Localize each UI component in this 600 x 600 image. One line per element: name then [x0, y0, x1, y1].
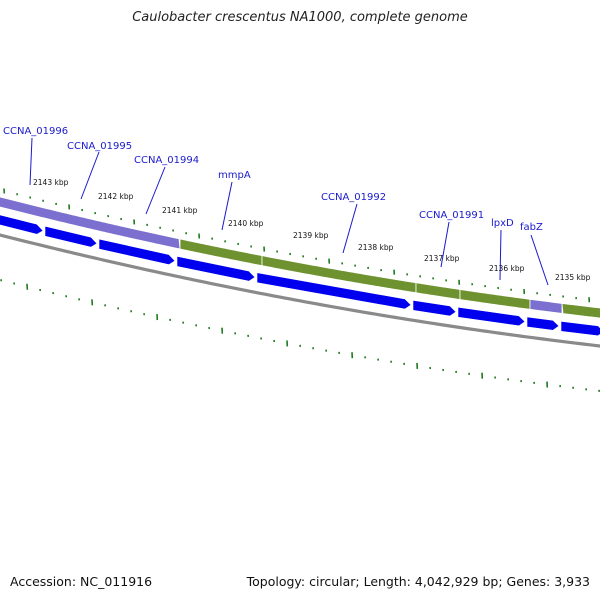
- kbp-label: 2140 kbp: [228, 219, 264, 228]
- kbp-label: 2143 kbp: [33, 178, 69, 187]
- outer-tick-marks: [3, 188, 591, 303]
- leader-line: [29, 137, 33, 186]
- feature-band: [459, 289, 531, 310]
- leader-line: [145, 166, 166, 215]
- gene-label-mmpa[interactable]: mmpA: [218, 170, 251, 181]
- kbp-label: 2136 kbp: [489, 264, 525, 273]
- gene-label-fabz[interactable]: fabZ: [520, 222, 543, 233]
- feature-band: [415, 282, 461, 300]
- kbp-labels: 2143 kbp 2142 kbp 2141 kbp 2140 kbp 2139…: [33, 178, 591, 282]
- map-title: Caulobacter crescentus NA1000, complete …: [132, 10, 468, 25]
- gene-label-ccna-01994[interactable]: CCNA_01994: [134, 155, 199, 166]
- leader-line: [221, 181, 233, 231]
- cds-arrow: [44, 225, 98, 248]
- gene-label-ccna-01996[interactable]: CCNA_01996: [3, 126, 68, 137]
- cds-arrow: [560, 320, 600, 337]
- accession-text: Accession: NC_011916: [10, 574, 153, 589]
- cds-arrow: [457, 306, 526, 327]
- leader-line: [530, 234, 549, 286]
- backbone-line: [0, 233, 600, 348]
- feature-band: [529, 298, 563, 314]
- kbp-label: 2137 kbp: [424, 254, 460, 263]
- cds-arrow: [176, 255, 256, 282]
- leader-line: [499, 229, 502, 281]
- gene-label-lpxd[interactable]: lpxD: [491, 218, 514, 229]
- cds-arrow: [256, 272, 412, 310]
- kbp-label: 2141 kbp: [162, 206, 198, 215]
- topology-stats-text: Topology: circular; Length: 4,042,929 bp…: [246, 574, 590, 589]
- cds-arrow: [98, 238, 176, 265]
- feature-band-track: [0, 196, 600, 319]
- cds-arrow: [412, 299, 457, 317]
- cds-arrow-track: [0, 214, 600, 337]
- leader-line: [342, 203, 358, 254]
- genome-backbone: [0, 233, 600, 348]
- feature-band: [561, 302, 600, 319]
- gene-labels: CCNA_01996 CCNA_01995 CCNA_01994 mmpA CC…: [3, 126, 543, 233]
- kbp-label: 2138 kbp: [358, 243, 394, 252]
- cds-arrow: [526, 316, 560, 331]
- kbp-label: 2139 kbp: [293, 231, 329, 240]
- inner-tick-marks: [0, 279, 600, 392]
- cds-arrow: [0, 214, 44, 235]
- gene-label-ccna-01991[interactable]: CCNA_01991: [419, 210, 484, 221]
- leader-line: [80, 151, 100, 200]
- gene-label-leaders: [29, 137, 549, 286]
- kbp-label: 2135 kbp: [555, 273, 591, 282]
- gene-label-ccna-01992[interactable]: CCNA_01992: [321, 192, 386, 203]
- leader-line: [440, 221, 450, 268]
- kbp-label: 2142 kbp: [98, 192, 134, 201]
- gene-label-ccna-01995[interactable]: CCNA_01995: [67, 141, 132, 152]
